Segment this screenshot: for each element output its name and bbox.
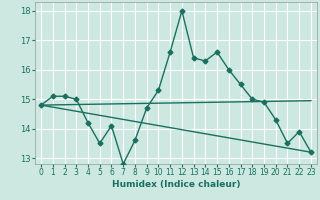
X-axis label: Humidex (Indice chaleur): Humidex (Indice chaleur)	[112, 180, 240, 189]
